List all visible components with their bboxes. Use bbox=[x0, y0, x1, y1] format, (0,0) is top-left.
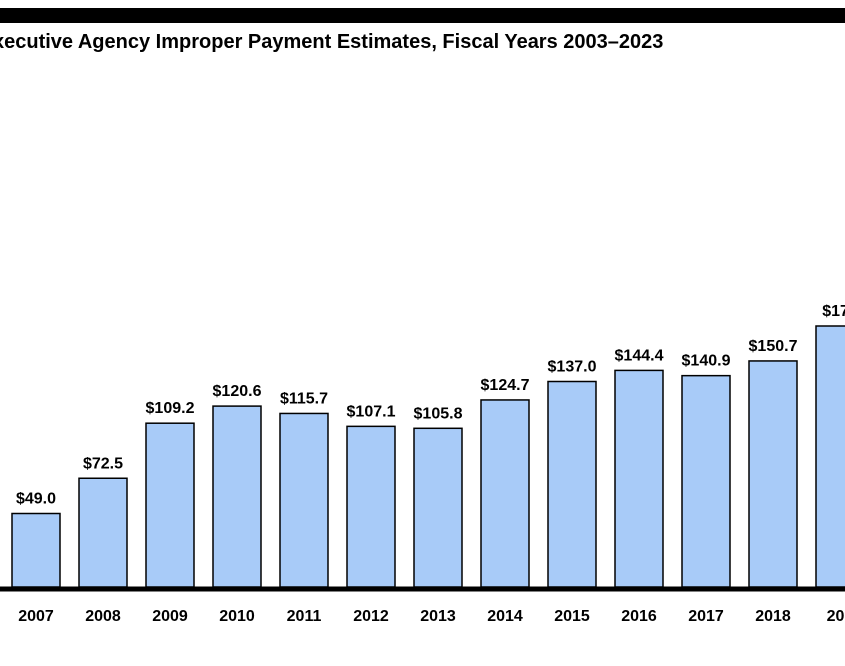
value-label-2010: $120.6 bbox=[213, 383, 262, 400]
bar-2013 bbox=[413, 427, 463, 588]
value-label-2009: $109.2 bbox=[146, 400, 195, 417]
x-tick-2010: 2010 bbox=[219, 608, 255, 625]
value-label-201: $174 bbox=[822, 303, 845, 320]
bar-2007 bbox=[11, 512, 61, 588]
x-tick-labels: 2007 2008 2009 2010 2011 2012 2013 2014 2015 2016… bbox=[18, 608, 845, 625]
value-label-2012: $107.1 bbox=[347, 403, 396, 420]
bar-2012 bbox=[346, 425, 396, 588]
bars bbox=[11, 325, 845, 588]
value-label-2016: $144.4 bbox=[615, 347, 664, 364]
value-label-2018: $150.7 bbox=[749, 338, 798, 355]
value-label-2017: $140.9 bbox=[682, 353, 731, 370]
bar-2016 bbox=[614, 369, 664, 588]
bar-2010 bbox=[212, 405, 262, 588]
x-tick-2018: 2018 bbox=[755, 608, 791, 625]
bar-2015 bbox=[547, 380, 597, 588]
value-label-2011: $115.7 bbox=[280, 390, 328, 407]
chart-title: xecutive Agency Improper Payment Estimat… bbox=[0, 31, 664, 53]
bar-2011 bbox=[279, 412, 329, 588]
x-tick-2009: 2009 bbox=[152, 608, 188, 625]
x-tick-2012: 2012 bbox=[353, 608, 389, 625]
top-band bbox=[0, 8, 845, 23]
bar-2014 bbox=[480, 399, 530, 588]
x-tick-2008: 2008 bbox=[85, 608, 121, 625]
value-label-2007: $49.0 bbox=[16, 491, 56, 508]
x-tick-2015: 2015 bbox=[554, 608, 590, 625]
bar-2018 bbox=[748, 360, 798, 588]
value-label-2013: $105.8 bbox=[414, 405, 463, 422]
x-tick-2013: 2013 bbox=[420, 608, 456, 625]
value-labels: $49.0 $72.5 $109.2 $120.6 $115.7 $107.1 $105.8… bbox=[16, 303, 845, 508]
value-label-2008: $72.5 bbox=[83, 455, 123, 472]
value-label-2015: $137.0 bbox=[548, 359, 597, 376]
x-tick-2014: 2014 bbox=[487, 608, 523, 625]
x-tick-2011: 2011 bbox=[287, 608, 322, 625]
bar-201 bbox=[815, 325, 845, 588]
bar-2009 bbox=[145, 422, 195, 588]
x-tick-201: 201 bbox=[827, 608, 845, 625]
x-tick-2017: 2017 bbox=[688, 608, 724, 625]
x-tick-2007: 2007 bbox=[18, 608, 54, 625]
bar-2008 bbox=[78, 477, 128, 588]
bar-2017 bbox=[681, 374, 731, 588]
value-label-2014: $124.7 bbox=[481, 377, 530, 394]
x-tick-2016: 2016 bbox=[621, 608, 657, 625]
